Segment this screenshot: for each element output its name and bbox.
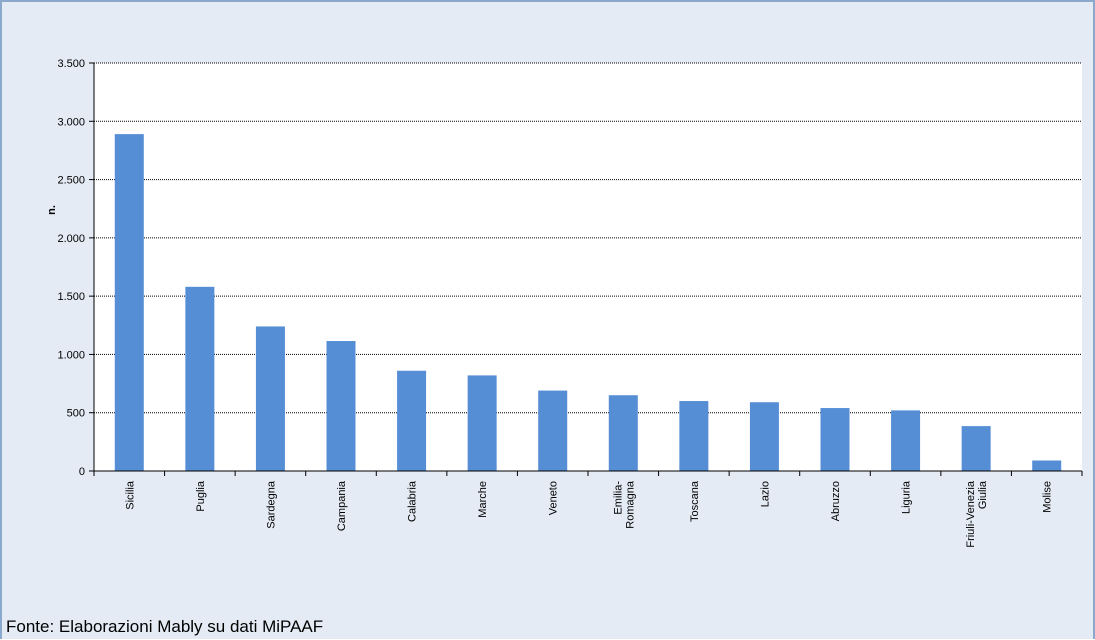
bar <box>397 370 427 471</box>
bars <box>114 134 1062 471</box>
axes <box>93 63 1083 476</box>
bar <box>891 410 921 471</box>
x-category-label: Sicilia <box>124 480 136 510</box>
x-category-labels: Sicilia Puglia Sardegna Campania Calabria Mar… <box>124 480 1053 548</box>
x-category-label: Abruzzo <box>830 481 842 521</box>
x-category-label: Campania <box>336 480 348 531</box>
x-category-label: Puglia <box>195 480 207 511</box>
bar <box>820 408 850 471</box>
bar <box>608 395 638 471</box>
x-category-label: Sardegna <box>265 480 277 529</box>
y-tick-label: 500 <box>67 408 85 420</box>
x-category-label: Calabria <box>407 480 419 522</box>
bar <box>961 426 991 471</box>
bar <box>1032 460 1062 471</box>
bar <box>255 326 285 471</box>
bar <box>326 341 356 471</box>
x-category-label: Marche <box>477 481 489 518</box>
y-tick-label: 3.500 <box>57 58 85 70</box>
x-category-label: Lazio <box>759 481 771 507</box>
bar <box>114 134 144 471</box>
y-tick-label: 1.500 <box>57 291 85 303</box>
y-tick-labels: 0 500 1.000 1.500 2.000 2.500 3.000 3.500 <box>57 58 94 478</box>
y-tick-label: 1.000 <box>57 349 85 361</box>
bar <box>749 402 779 471</box>
y-tick-label: 0 <box>79 466 85 478</box>
bar <box>467 375 497 471</box>
x-category-label: Emilia-Romagna <box>612 480 636 529</box>
y-tick-label: 3.000 <box>57 116 85 128</box>
plot-area <box>94 63 1082 471</box>
y-tick-label: 2.000 <box>57 233 85 245</box>
x-category-label: Veneto <box>548 481 560 515</box>
y-tick-label: 2.500 <box>57 175 85 187</box>
x-category-label: Friuli-VeneziaGiulia <box>965 480 989 548</box>
x-category-label: Liguria <box>901 480 913 514</box>
bar <box>538 390 568 471</box>
bar <box>185 286 215 471</box>
x-category-label: Toscana <box>689 480 701 522</box>
bar <box>679 401 709 471</box>
y-axis-label: n. <box>46 205 58 215</box>
plot-background <box>94 63 1082 471</box>
source-note: Fonte: Elaborazioni Mably su dati MiPAAF <box>6 617 324 636</box>
x-category-label: Molise <box>1042 481 1054 513</box>
